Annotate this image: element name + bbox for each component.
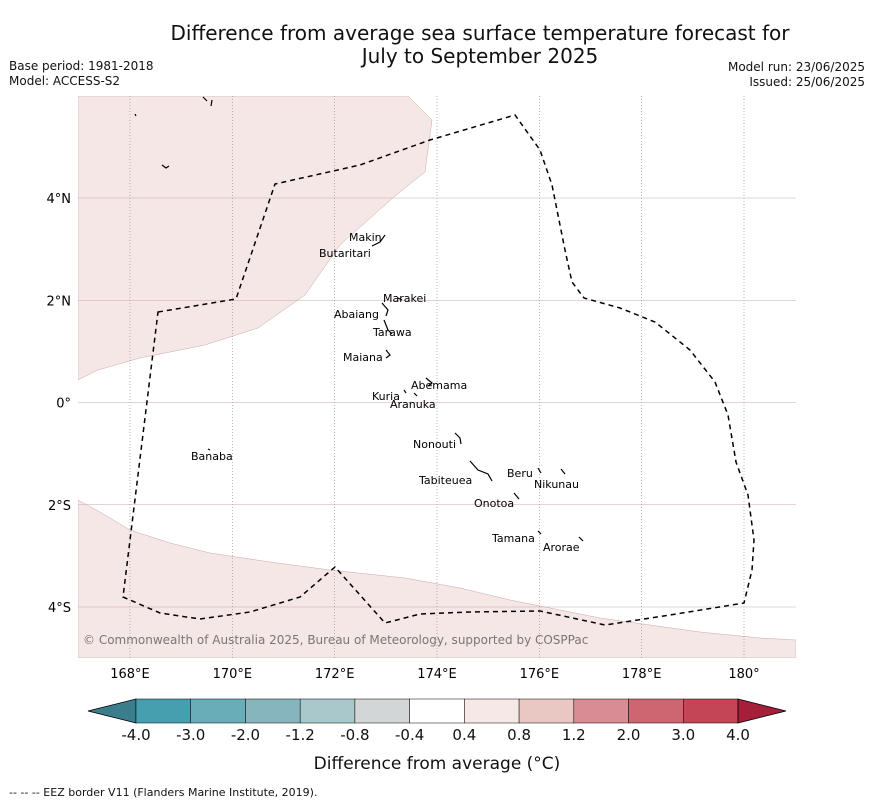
colorbar-tick-label: 3.0 (671, 726, 695, 744)
colorbar-tick-label: 0.8 (507, 726, 531, 744)
island-label-marakei: Marakei (383, 292, 426, 305)
island-label-tamana: Tamana (491, 532, 535, 545)
colorbar-tick-label: -3.0 (176, 726, 205, 744)
island-label-tabiteuea: Tabiteuea (418, 474, 472, 487)
island-shape-aranuka (413, 392, 418, 397)
colorbar-tick-label: -4.0 (121, 726, 150, 744)
island-shape-tarawa (383, 319, 393, 335)
lat-tick-label: 2°N (47, 294, 72, 309)
island-shape-nikunau (560, 468, 566, 475)
model-info: Base period: 1981-2018 Model: ACCESS-S2 (9, 59, 154, 89)
lon-tick-label: 170°E (213, 667, 253, 682)
island-shapes (134, 96, 584, 542)
issued-date: Issued: 25/06/2025 (749, 75, 865, 89)
colorbar-tick-label: 4.0 (726, 726, 750, 744)
lat-tick-label: 4°S (48, 601, 71, 616)
island-label-beru: Beru (507, 467, 533, 480)
island-shape-beru (537, 467, 542, 474)
island-shape-banaba (207, 448, 211, 451)
island-label-abaiang: Abaiang (334, 308, 379, 321)
island-label-butaritari: Butaritari (319, 247, 371, 260)
map-area: Makin Butaritari Marakei Abaiang Tarawa Maian… (78, 96, 796, 658)
colorbar-label: Difference from average (°C) (314, 754, 561, 774)
model-name: Model: ACCESS-S2 (9, 74, 121, 88)
title-line-2: July to September 2025 (361, 44, 599, 68)
colorbar-tick-label: -1.2 (286, 726, 315, 744)
colorbar-tick-label: -0.8 (340, 726, 369, 744)
island-label-banaba: Banaba (191, 450, 233, 463)
colorbar-segment (683, 698, 739, 724)
colorbar-tick-label: 0.4 (452, 726, 476, 744)
base-period: Base period: 1981-2018 (9, 59, 154, 73)
lat-tick-label: 4°N (47, 192, 72, 207)
colorbar-segment (135, 698, 191, 724)
colorbar-segment (190, 698, 246, 724)
island-shape-onotoa (513, 492, 520, 500)
lon-tick-label: 180° (728, 667, 759, 682)
colorbar: -4.0 -3.0 -2.0 -1.2 -0.8 -0.4 0.4 0.8 1.2 2.0 3.0 4… (87, 698, 787, 744)
island-shape-maiana (385, 349, 391, 359)
gridlines (78, 96, 796, 658)
lat-tick-label: 0° (56, 397, 71, 412)
island-label-tarawa: Tarawa (372, 326, 412, 339)
island-shape-abemama (425, 377, 433, 387)
colorbar-segment (518, 698, 575, 724)
island-label-nikunau: Nikunau (534, 478, 579, 491)
island-shape-butaritari (371, 234, 386, 247)
colorbar-tick-label: -0.4 (395, 726, 424, 744)
island-shape-nw-3 (134, 113, 137, 117)
colorbar-segment (628, 698, 684, 724)
lon-tick-label: 168°E (110, 667, 150, 682)
colorbar-arrow-high (737, 698, 787, 724)
title-line-1: Difference from average sea surface temp… (170, 21, 790, 45)
island-label-makin: Makin (349, 231, 382, 244)
island-shape-tabiteuea (469, 460, 493, 482)
colorbar-segment (409, 698, 465, 724)
island-shape-kuria (403, 389, 407, 394)
island-label-arorae: Arorae (543, 541, 580, 554)
island-shape-nw-1 (161, 164, 170, 169)
eez-legend: -- -- -- EEZ border V11 (Flanders Marine… (9, 786, 318, 799)
lon-tick-label: 176°E (520, 667, 560, 682)
colorbar-tick-label: 2.0 (617, 726, 641, 744)
anomaly-region-south (78, 499, 796, 658)
island-shape-nonouti (454, 432, 462, 445)
island-label-onotoa: Onotoa (474, 497, 514, 510)
lon-tick-label: 172°E (315, 667, 355, 682)
colorbar-segment (354, 698, 410, 724)
island-label-aranuka: Aranuka (390, 398, 436, 411)
colorbar-arrow-low (87, 698, 137, 724)
island-shape-tamana (537, 530, 542, 535)
island-shape-nw-2 (202, 96, 213, 107)
island-label-kuria: Kuria (372, 390, 400, 403)
lon-tick-label: 174°E (417, 667, 457, 682)
island-labels: Makin Butaritari Marakei Abaiang Tarawa Maian… (191, 231, 580, 554)
island-label-maiana: Maiana (343, 351, 383, 364)
colorbar-segment (245, 698, 301, 724)
run-info: Model run: 23/06/2025 Issued: 25/06/2025 (728, 60, 865, 90)
island-label-nonouti: Nonouti (413, 438, 456, 451)
axis-labels: 168°E 170°E 172°E 174°E 176°E 178°E 180° 4°N 2°N… (47, 192, 760, 682)
colorbar-segment (299, 698, 356, 724)
colorbar-tick-label: 1.2 (562, 726, 586, 744)
island-shape-marakei (397, 297, 403, 301)
island-label-abemama: Abemama (411, 379, 467, 392)
copyright-text: © Commonwealth of Australia 2025, Bureau… (83, 633, 588, 647)
model-run: Model run: 23/06/2025 (727, 60, 865, 74)
island-shape-arorae (578, 536, 584, 542)
eez-border (122, 114, 755, 626)
colorbar-segment (464, 698, 520, 724)
island-shape-abaiang (381, 302, 389, 317)
map-title: Difference from average sea surface temp… (80, 22, 873, 68)
colorbar-segment (573, 698, 629, 724)
lat-tick-label: 2°S (48, 499, 71, 514)
lon-tick-label: 178°E (622, 667, 662, 682)
colorbar-tick-label: -2.0 (231, 726, 260, 744)
